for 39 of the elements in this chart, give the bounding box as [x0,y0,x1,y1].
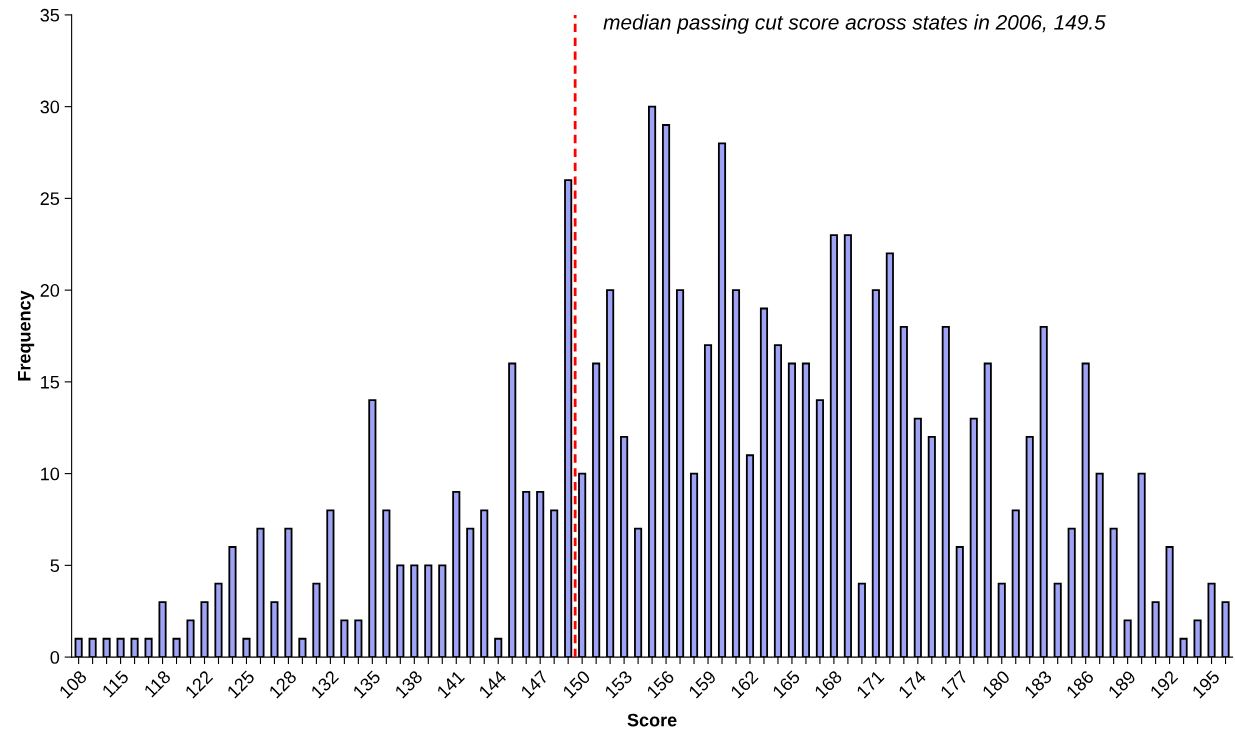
x-tick-label: 162 [730,669,759,699]
y-axis-title: Frequency [18,290,35,381]
x-tick-label: 128 [268,669,298,699]
x-tick-label: 141 [436,669,465,699]
x-tick-label: 132 [310,669,340,699]
x-tick-label: 168 [813,669,843,699]
x-tick-label: 156 [646,669,675,699]
x-tick-label: 144 [478,669,508,699]
x-tick-label: 183 [1023,669,1053,699]
x-tick-label: 135 [352,669,382,699]
y-tick-label: 15 [41,375,60,389]
annotation: median passing cut score across states in 2006, 149.5 [603,14,1106,34]
x-tick-label: 108 [58,669,88,699]
x-tick-label: 189 [1107,669,1137,699]
x-tick-label: 115 [101,669,130,698]
x-tick-label: 165 [771,669,801,699]
x-tick-label: 171 [856,669,885,699]
y-tick-label: 5 [50,559,60,573]
x-tick-label: 138 [394,669,424,699]
x-tick-label: 159 [688,669,717,699]
x-tick-label: 180 [981,669,1011,699]
x-tick-label: 118 [143,669,172,698]
y-tick-label: 0 [50,651,60,664]
y-tick-label: 20 [40,284,60,297]
y-tick-label: 30 [40,100,60,114]
x-axis-title: Score [627,713,677,727]
x-tick-label: 122 [184,669,214,699]
y-tick-label: 35 [40,8,60,22]
x-tick-label: 174 [897,669,927,699]
x-tick-label: 177 [939,670,969,699]
y-tick-label: 10 [41,467,60,481]
x-tick-label: 147 [520,670,549,699]
x-tick-label: 125 [226,669,256,699]
x-tick-label: 150 [562,669,592,699]
x-tick-label: 186 [1065,669,1095,699]
x-tick-label: 192 [1149,669,1179,699]
x-tick-label: 153 [604,669,633,699]
x-tick-label: 195 [1191,669,1221,699]
y-tick-label: 25 [40,192,60,206]
